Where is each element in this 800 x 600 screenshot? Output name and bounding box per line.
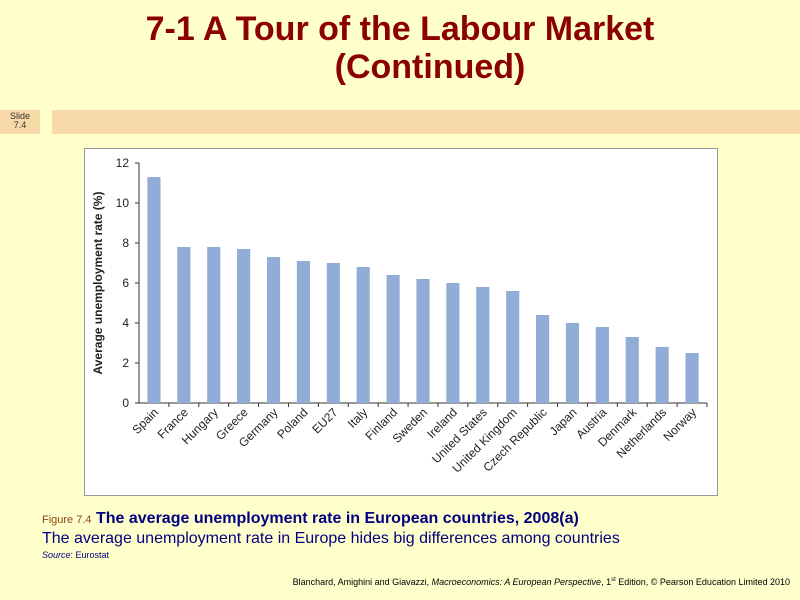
y-tick-label: 2	[122, 356, 129, 370]
figure-subtitle: The average unemployment rate in Europe …	[42, 530, 620, 547]
figure-label: Figure 7.4	[42, 514, 92, 526]
bar-czech-republic	[536, 315, 550, 403]
copyright-credit: Blanchard, Amighini and Giavazzi, Macroe…	[293, 577, 790, 587]
bar-japan	[565, 323, 580, 403]
y-tick-label: 8	[122, 236, 129, 250]
slide-title: 7-1 A Tour of the Labour Market (Continu…	[0, 10, 800, 86]
x-tick-label: Norway	[661, 405, 700, 444]
x-tick-label: Poland	[274, 405, 310, 441]
figure-title: The average unemployment rate in Europea…	[95, 510, 579, 527]
credit-rest: Edition, © Pearson Education Limited 201…	[615, 577, 790, 587]
credit-book: Macroeconomics: A European Perspective	[431, 577, 602, 587]
slide-title-line1: 7-1 A Tour of the Labour Market	[145, 10, 655, 48]
y-tick-label: 4	[122, 316, 129, 330]
y-tick-label: 0	[122, 396, 129, 410]
bar-united-states	[476, 287, 490, 403]
bar-ireland	[446, 283, 460, 403]
credit-authors: Blanchard, Amighini and Giavazzi,	[292, 577, 432, 587]
x-tick-label: Italy	[345, 405, 370, 430]
credit-edition: , 1	[601, 577, 612, 587]
header-band	[52, 110, 800, 134]
bar-sweden	[416, 279, 430, 403]
x-tick-label: EU27	[309, 405, 340, 436]
slide-number: Slide 7.4	[6, 112, 34, 130]
bar-norway	[685, 353, 699, 403]
bar-greece	[237, 249, 251, 403]
bar-poland	[296, 261, 310, 403]
y-tick-label: 12	[116, 156, 130, 170]
slide-label-text: Slide	[9, 111, 30, 121]
bar-italy	[356, 267, 370, 403]
bar-spain	[147, 177, 161, 403]
figure-caption: Figure 7.4 The average unemployment rate…	[42, 510, 782, 560]
bar-germany	[266, 257, 281, 403]
bar-hungary	[207, 247, 221, 403]
y-tick-label: 10	[116, 196, 130, 210]
bar-eu27	[326, 263, 340, 403]
chart-container: 0 2 4 6 8 10 12 Average unemployment rate (%) Sp…	[84, 148, 718, 496]
bar-denmark	[625, 337, 639, 403]
bar-austria	[595, 327, 609, 403]
source-label: Source	[42, 550, 71, 560]
slide-title-line2: (Continued)	[334, 48, 526, 86]
source-value: : Eurostat	[70, 550, 110, 560]
bar-united-kingdom	[506, 291, 520, 403]
slide-number-text: 7.4	[13, 120, 27, 130]
y-tick-label: 6	[122, 276, 129, 290]
bar-netherlands	[655, 347, 669, 403]
credit-edition-sup: st	[611, 577, 616, 583]
y-axis-label: Average unemployment rate (%)	[91, 192, 105, 375]
slide-number-box	[0, 110, 42, 134]
figure-source: Source: Eurostat	[42, 550, 782, 560]
bar-france	[177, 247, 191, 403]
bar-finland	[386, 275, 400, 403]
